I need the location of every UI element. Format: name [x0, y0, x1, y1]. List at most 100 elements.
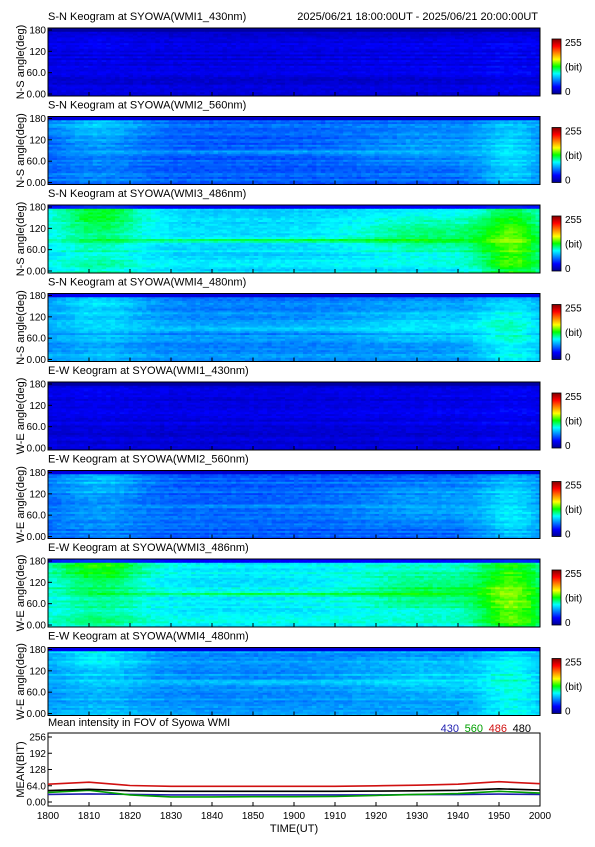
- y-tick-label: 0.00: [27, 267, 47, 278]
- colorbar-max-label: 255: [565, 304, 582, 315]
- y-axis-label: N-S angle(deg): [15, 290, 27, 365]
- colorbar-min-label: 0: [565, 353, 571, 364]
- colorbar-min-label: 0: [565, 264, 571, 275]
- y-tick-label: 120: [29, 489, 46, 500]
- y-tick-label: 60.0: [27, 422, 47, 433]
- panel-title: E-W Keogram at SYOWA(WMI3_486nm): [48, 542, 249, 554]
- keogram-panel: S-N Keogram at SYOWA(WMI3_486nm)180 120 60…: [15, 188, 582, 278]
- colorbar-unit-label: (bit): [565, 328, 582, 339]
- keogram-heatmap: [48, 471, 540, 539]
- colorbar-min-label: 0: [565, 530, 571, 541]
- y-tick-label: 60.0: [27, 688, 47, 699]
- colorbar-unit-label: (bit): [565, 505, 582, 516]
- panel-title: S-N Keogram at SYOWA(WMI3_486nm): [48, 188, 246, 200]
- keogram-panel: E-W Keogram at SYOWA(WMI1_430nm)180 120 60…: [15, 365, 582, 455]
- y-tick-label: 0.00: [27, 709, 47, 720]
- y-axis-label: N-S angle(deg): [15, 113, 27, 188]
- colorbar-min-label: 0: [565, 176, 571, 187]
- y-axis-label: MEAN(BIT): [15, 741, 27, 797]
- panel-title: E-W Keogram at SYOWA(WMI2_560nm): [48, 454, 249, 466]
- y-tick-label: 0.00: [27, 798, 47, 809]
- colorbar-unit-label: (bit): [565, 151, 582, 162]
- colorbar-min-label: 0: [565, 707, 571, 718]
- keogram-panel: E-W Keogram at SYOWA(WMI2_560nm)180 120 60…: [15, 454, 582, 544]
- y-tick-label: 0.00: [27, 444, 47, 455]
- y-tick-label: 180: [29, 380, 46, 391]
- x-tick-label: 1810: [78, 811, 101, 822]
- y-tick-label: 60.0: [27, 511, 47, 522]
- y-tick-label: 60.0: [27, 245, 47, 256]
- keogram-panel: S-N Keogram at SYOWA(WMI1_430nm)18012060…: [15, 11, 582, 101]
- keogram-heatmap: [48, 117, 540, 185]
- y-tick-label: 120: [29, 401, 46, 412]
- colorbar-max-label: 255: [565, 658, 582, 669]
- y-tick-label: 180: [29, 26, 46, 37]
- panel-title: E-W Keogram at SYOWA(WMI4_480nm): [48, 631, 249, 643]
- y-tick-label: 180: [29, 203, 46, 214]
- y-tick-label: 120: [29, 224, 46, 235]
- y-axis-label: W-E angle(deg): [15, 643, 27, 720]
- y-tick-label: 0.00: [27, 90, 47, 101]
- panel-title: E-W Keogram at SYOWA(WMI1_430nm): [48, 365, 249, 377]
- x-tick-label: 1930: [406, 811, 429, 822]
- colorbar-min-label: 0: [565, 87, 571, 98]
- chart-title: Mean intensity in FOV of Syowa WMI: [48, 717, 230, 729]
- colorbar-max-label: 255: [565, 392, 582, 403]
- keogram-panel: E-W Keogram at SYOWA(WMI4_480nm)18012060…: [15, 631, 582, 721]
- x-tick-label: 1850: [242, 811, 265, 822]
- y-tick-label: 60.0: [27, 334, 47, 345]
- y-tick-label: 0.00: [27, 355, 47, 366]
- keogram-panel: S-N Keogram at SYOWA(WMI2_560nm)18012060…: [15, 100, 582, 190]
- colorbar-max-label: 255: [565, 569, 582, 580]
- keogram-heatmap: [48, 205, 540, 273]
- x-tick-label: 1840: [201, 811, 224, 822]
- y-tick-label: 120: [29, 578, 46, 589]
- y-tick-label: 64.0: [27, 781, 47, 792]
- x-tick-label: 1800: [37, 811, 60, 822]
- y-tick-label: 180: [29, 468, 46, 479]
- y-tick-label: 180: [29, 291, 46, 302]
- colorbar-unit-label: (bit): [565, 63, 582, 74]
- colorbar-unit-label: (bit): [565, 682, 582, 693]
- keogram-panel: S-N Keogram at SYOWA(WMI4_480nm)18012060…: [15, 277, 582, 367]
- colorbar: [552, 39, 561, 94]
- y-tick-label: 0.00: [27, 621, 47, 632]
- colorbar: [552, 570, 561, 625]
- x-tick-label: 1910: [324, 811, 347, 822]
- colorbar-unit-label: (bit): [565, 594, 582, 605]
- colorbar-max-label: 255: [565, 38, 582, 49]
- y-axis-label: W-E angle(deg): [15, 555, 27, 632]
- panel-title: S-N Keogram at SYOWA(WMI1_430nm): [48, 11, 246, 23]
- x-tick-label: 1830: [160, 811, 183, 822]
- colorbar-max-label: 255: [565, 215, 582, 226]
- colorbar-unit-label: (bit): [565, 417, 582, 428]
- y-tick-label: 120: [29, 312, 46, 323]
- y-axis-label: N-S angle(deg): [15, 202, 27, 277]
- colorbar: [552, 216, 561, 271]
- y-tick-label: 60.0: [27, 599, 47, 610]
- y-tick-label: 256: [29, 733, 46, 744]
- y-tick-label: 120: [29, 666, 46, 677]
- colorbar-min-label: 0: [565, 618, 571, 629]
- colorbar: [552, 659, 561, 714]
- colorbar-min-label: 0: [565, 441, 571, 452]
- keogram-heatmap: [48, 559, 540, 627]
- y-tick-label: 128: [29, 765, 46, 776]
- y-tick-label: 192: [29, 749, 46, 760]
- y-axis-label: W-E angle(deg): [15, 466, 27, 543]
- colorbar: [552, 305, 561, 360]
- keogram-heatmap: [48, 294, 540, 362]
- time-range-header: 2025/06/21 18:00:00UT - 2025/06/21 20:00…: [297, 11, 538, 23]
- x-tick-label: 1920: [365, 811, 388, 822]
- colorbar-max-label: 255: [565, 481, 582, 492]
- y-tick-label: 0.00: [27, 532, 47, 543]
- y-tick-label: 0.00: [27, 178, 47, 189]
- y-tick-label: 180: [29, 114, 46, 125]
- colorbar-unit-label: (bit): [565, 240, 582, 251]
- panel-title: S-N Keogram at SYOWA(WMI2_560nm): [48, 100, 246, 112]
- colorbar: [552, 482, 561, 537]
- colorbar: [552, 128, 561, 183]
- x-axis-label: TIME(UT): [270, 823, 318, 835]
- y-tick-label: 120: [29, 135, 46, 146]
